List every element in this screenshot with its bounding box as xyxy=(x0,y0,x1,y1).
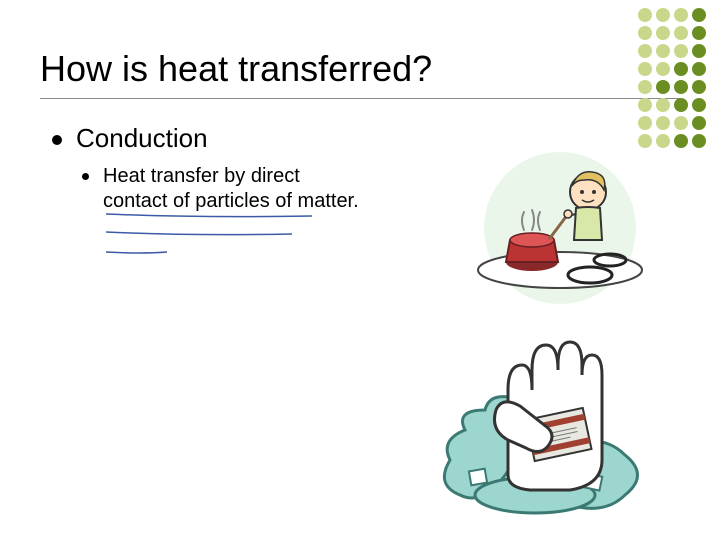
decoration-dot xyxy=(692,80,706,94)
main-bullet-label: Conduction xyxy=(76,123,208,154)
decoration-dot xyxy=(692,134,706,148)
cooking-illustration xyxy=(460,150,660,305)
bullet-icon xyxy=(52,135,62,145)
decoration-dot xyxy=(656,98,670,112)
decoration-dot xyxy=(674,44,688,58)
decoration-dot xyxy=(674,134,688,148)
bullet-icon xyxy=(82,173,89,180)
decoration-dot xyxy=(674,98,688,112)
decoration-dot xyxy=(638,26,652,40)
decoration-dot xyxy=(638,62,652,76)
decoration-dot xyxy=(638,134,652,148)
decoration-dot xyxy=(638,80,652,94)
decoration-dot xyxy=(692,26,706,40)
sub-bullet: Heat transfer by direct contact of parti… xyxy=(82,164,362,265)
decoration-dot xyxy=(674,8,688,22)
hand-underline-decoration xyxy=(82,212,342,260)
sub-bullet-text: Heat transfer by direct contact of parti… xyxy=(103,164,362,214)
decoration-dot xyxy=(656,44,670,58)
decoration-dot xyxy=(692,44,706,58)
decoration-dot xyxy=(638,44,652,58)
slide-title: How is heat transferred? xyxy=(40,48,680,90)
decoration-dot xyxy=(692,62,706,76)
decoration-dot xyxy=(692,98,706,112)
decoration-dot xyxy=(692,8,706,22)
decoration-dot xyxy=(656,134,670,148)
title-underline xyxy=(40,98,680,99)
decoration-dot xyxy=(674,62,688,76)
decoration-dot xyxy=(692,116,706,130)
decoration-dot xyxy=(656,80,670,94)
decoration-dot xyxy=(638,116,652,130)
decoration-dot xyxy=(674,80,688,94)
slide: How is heat transferred? Conduction Heat… xyxy=(0,0,720,540)
decoration-dot xyxy=(656,26,670,40)
decoration-dot xyxy=(656,8,670,22)
decoration-dot xyxy=(638,8,652,22)
hand-ice-illustration xyxy=(430,310,650,520)
decoration-dot xyxy=(674,26,688,40)
corner-dots-decoration xyxy=(638,8,708,150)
decoration-dot xyxy=(674,116,688,130)
decoration-dot xyxy=(638,98,652,112)
decoration-dot xyxy=(656,62,670,76)
decoration-dot xyxy=(656,116,670,130)
